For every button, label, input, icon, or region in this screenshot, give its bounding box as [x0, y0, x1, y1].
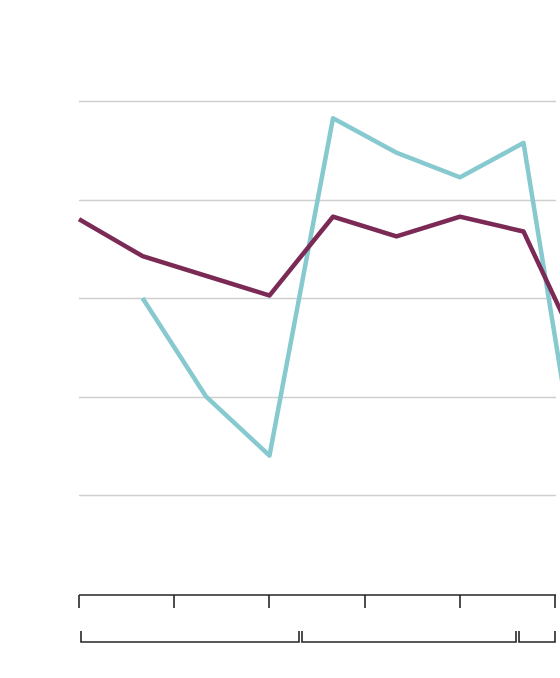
- x-group-bracket-0: [80, 631, 300, 643]
- series-layer: [77, 115, 560, 458]
- series-line-2: [140, 115, 560, 458]
- x-axis: [78, 594, 556, 643]
- x-group-bracket-1: [301, 631, 517, 643]
- series-line-1: [77, 214, 560, 315]
- grid-layer: [79, 100, 556, 497]
- x-group-bracket-2: [518, 631, 556, 643]
